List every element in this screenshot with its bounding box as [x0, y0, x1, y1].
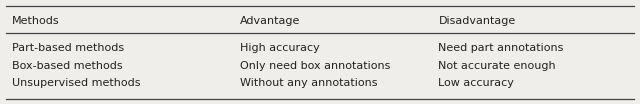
Text: Unsupervised methods: Unsupervised methods	[12, 78, 140, 88]
Text: Not accurate enough: Not accurate enough	[438, 61, 556, 71]
Text: High accuracy: High accuracy	[240, 43, 320, 53]
Text: Need part annotations: Need part annotations	[438, 43, 564, 53]
Text: Advantage: Advantage	[240, 16, 300, 26]
Text: Only need box annotations: Only need box annotations	[240, 61, 390, 71]
Text: Box-based methods: Box-based methods	[12, 61, 122, 71]
Text: Part-based methods: Part-based methods	[12, 43, 124, 53]
Text: Low accuracy: Low accuracy	[438, 78, 515, 88]
Text: Without any annotations: Without any annotations	[240, 78, 378, 88]
Text: Disadvantage: Disadvantage	[438, 16, 516, 26]
Text: Methods: Methods	[12, 16, 59, 26]
